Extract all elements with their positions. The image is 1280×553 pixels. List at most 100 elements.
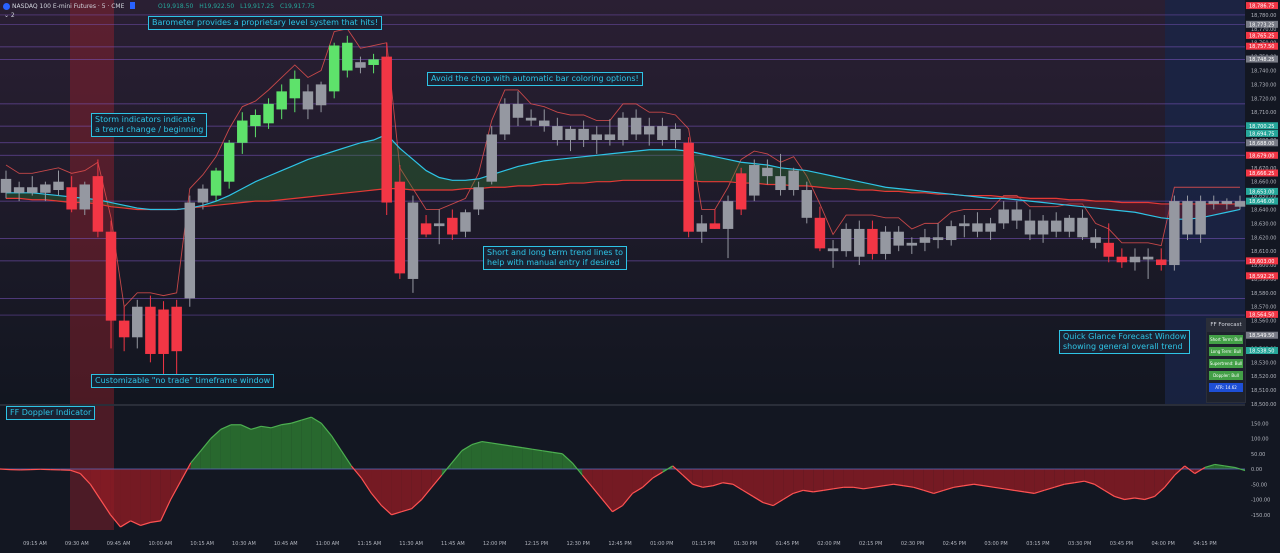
time-tick-label: 03:30 PM bbox=[1068, 541, 1091, 547]
price-tag-label: 18,765.25 bbox=[1249, 33, 1274, 39]
doppler-area bbox=[151, 469, 161, 522]
price-tick-label: 18,500.00 bbox=[1251, 402, 1276, 408]
price-tick-label: 18,710.00 bbox=[1251, 110, 1276, 116]
time-tick-label: 09:15 AM bbox=[23, 541, 47, 547]
candle-body bbox=[250, 115, 261, 126]
doppler-area bbox=[894, 469, 904, 486]
time-tick-label: 11:00 AM bbox=[316, 541, 340, 547]
indicator-collapse-toggle[interactable]: ⌄ 2 bbox=[4, 12, 15, 19]
candle-body bbox=[80, 184, 91, 209]
price-tag-label: 18,757.50 bbox=[1249, 44, 1274, 50]
doppler-area bbox=[532, 449, 542, 469]
time-tick-label: 02:30 PM bbox=[901, 541, 924, 547]
price-tag-label: 18,549.50 bbox=[1249, 333, 1274, 339]
candle-body bbox=[605, 134, 616, 140]
ohlc-low: L19,917.25 bbox=[240, 3, 274, 10]
time-tick-label: 02:00 PM bbox=[817, 541, 840, 547]
price-tick-label: 18,610.00 bbox=[1251, 249, 1276, 255]
candle-body bbox=[697, 223, 708, 231]
doppler-area bbox=[1064, 469, 1074, 484]
price-tick-label: 18,580.00 bbox=[1251, 291, 1276, 297]
price-tag-label: 18,688.00 bbox=[1249, 141, 1274, 147]
candle-body bbox=[395, 182, 406, 274]
candle-body bbox=[1064, 218, 1075, 232]
ohlc-high: H19,922.50 bbox=[199, 3, 234, 10]
candle-body bbox=[828, 248, 839, 251]
candle-body bbox=[237, 121, 248, 143]
candle-body bbox=[1182, 201, 1193, 234]
time-tick-label: 03:00 PM bbox=[984, 541, 1007, 547]
time-tick-label: 10:00 AM bbox=[148, 541, 172, 547]
candle-body bbox=[683, 143, 694, 232]
time-tick-label: 01:30 PM bbox=[734, 541, 757, 547]
candle-body bbox=[985, 223, 996, 231]
doppler-tick-label: 150.00 bbox=[1251, 421, 1269, 427]
doppler-area bbox=[251, 426, 261, 469]
candle-body bbox=[211, 171, 222, 196]
symbol-title[interactable]: NASDAQ 100 E-mini Futures · 5 · CME bbox=[12, 3, 124, 10]
candle-body bbox=[303, 91, 314, 109]
time-tick-label: 03:15 PM bbox=[1026, 541, 1049, 547]
doppler-area bbox=[823, 469, 833, 490]
forecast-row-short: Short Term: Bull bbox=[1209, 335, 1243, 344]
price-tag-label: 18,700.25 bbox=[1249, 124, 1274, 130]
doppler-area bbox=[1024, 469, 1034, 493]
time-tick-label: 12:30 PM bbox=[567, 541, 590, 547]
time-tick-label: 12:45 PM bbox=[608, 541, 631, 547]
price-tick-label: 18,740.00 bbox=[1251, 69, 1276, 75]
candle-body bbox=[1143, 257, 1154, 260]
candle-body bbox=[972, 223, 983, 231]
candle-body bbox=[513, 104, 524, 118]
doppler-area bbox=[1145, 469, 1155, 500]
candle-body bbox=[644, 126, 655, 134]
candle-body bbox=[1156, 259, 1167, 265]
candle-body bbox=[119, 321, 130, 338]
annotation-storm: Storm indicators indicate a trend change… bbox=[91, 113, 207, 137]
price-tag-label: 18,748.25 bbox=[1249, 57, 1274, 63]
doppler-area bbox=[221, 425, 231, 469]
annotation-trend: Short and long term trend lines to help … bbox=[483, 246, 627, 270]
price-tick-label: 18,620.00 bbox=[1251, 235, 1276, 241]
time-tick-label: 12:15 PM bbox=[525, 541, 548, 547]
candle-body bbox=[854, 229, 865, 257]
time-tick-label: 10:30 AM bbox=[232, 541, 256, 547]
candle-body bbox=[185, 203, 196, 299]
time-tick-label: 09:30 AM bbox=[65, 541, 89, 547]
doppler-area bbox=[1114, 469, 1124, 500]
doppler-tick-label: 50.00 bbox=[1251, 452, 1265, 458]
candle-body bbox=[106, 232, 117, 321]
doppler-area bbox=[1074, 469, 1084, 483]
doppler-area bbox=[884, 469, 894, 486]
doppler-area bbox=[231, 425, 241, 469]
flag-icon[interactable] bbox=[130, 2, 135, 9]
candle-body bbox=[749, 165, 760, 196]
doppler-area bbox=[482, 442, 492, 469]
candle-body bbox=[1025, 221, 1036, 235]
candle-body bbox=[263, 104, 274, 123]
price-tick-label: 18,780.00 bbox=[1251, 13, 1276, 19]
candle-body bbox=[815, 218, 826, 249]
doppler-area bbox=[301, 417, 311, 469]
price-tick-label: 18,660.00 bbox=[1251, 180, 1276, 186]
forecast-title: FF Forecast bbox=[1207, 319, 1245, 332]
doppler-area bbox=[954, 469, 964, 487]
time-tick-label: 04:15 PM bbox=[1193, 541, 1216, 547]
forecast-row-supertrend: Supertrend: Bull bbox=[1209, 359, 1243, 368]
forecast-row-doppler: Doppler: Bull bbox=[1209, 371, 1243, 380]
doppler-area bbox=[241, 425, 251, 469]
candle-body bbox=[198, 189, 209, 203]
candle-body bbox=[473, 187, 484, 209]
price-tag-label: 18,786.75 bbox=[1249, 4, 1274, 10]
time-tick-label: 09:45 AM bbox=[107, 541, 131, 547]
doppler-area bbox=[853, 469, 863, 489]
doppler-area bbox=[311, 417, 321, 469]
doppler-area bbox=[1135, 469, 1145, 500]
candle-body bbox=[565, 129, 576, 140]
candle-body bbox=[408, 203, 419, 279]
price-tick-label: 18,560.00 bbox=[1251, 319, 1276, 325]
doppler-tick-label: 0.00 bbox=[1251, 467, 1262, 473]
doppler-area bbox=[502, 445, 512, 469]
candle-body bbox=[224, 143, 235, 182]
doppler-area bbox=[974, 469, 984, 486]
candle-body bbox=[998, 209, 1009, 223]
